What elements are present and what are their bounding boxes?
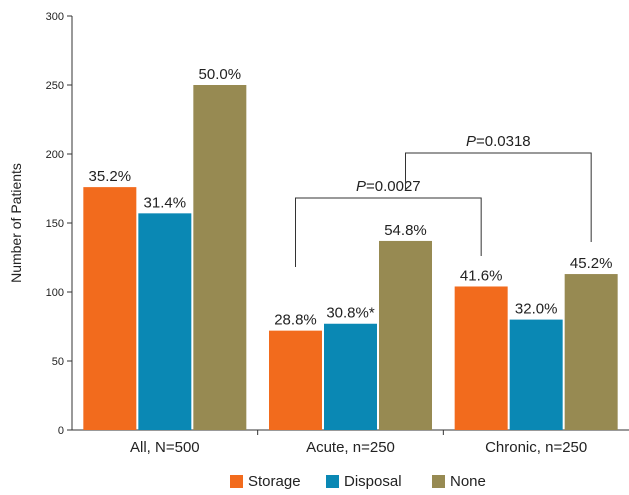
p-value-label: P=0.0318: [466, 133, 531, 150]
p-value-symbol: P: [356, 178, 366, 195]
legend-label: None: [450, 473, 486, 490]
p-value-number: =0.0318: [476, 133, 531, 150]
bar-storage: [454, 286, 508, 430]
bars: [83, 85, 618, 430]
bar-disposal: [509, 319, 563, 430]
data-label: 35.2%: [89, 168, 132, 185]
p-value-number: =0.0027: [366, 178, 421, 195]
y-tick-label: 150: [46, 218, 64, 230]
y-tick-label: 250: [46, 80, 64, 92]
x-category-label: Chronic, n=250: [485, 439, 587, 456]
data-label: 32.0%: [515, 301, 558, 318]
y-tick-label: 200: [46, 149, 64, 161]
significance-bracket: [405, 152, 592, 242]
y-axis-label: Number of Patients: [8, 163, 24, 283]
significance-bracket: [295, 197, 482, 267]
y-tick-label: 50: [52, 356, 64, 368]
bar-storage: [269, 330, 322, 430]
y-tick-label: 0: [58, 425, 64, 437]
y-tick-label: 300: [46, 11, 64, 23]
data-label: 54.8%: [384, 222, 427, 239]
legend: Storage Disposal None: [230, 473, 486, 490]
p-value-symbol: P: [466, 133, 476, 150]
bar-none: [193, 85, 247, 430]
data-label: 50.0%: [199, 66, 242, 83]
bar-disposal: [138, 213, 192, 430]
bar-storage: [83, 187, 137, 430]
legend-label: Disposal: [344, 473, 402, 490]
bar-disposal: [324, 323, 377, 430]
p-value-label: P=0.0027: [356, 178, 421, 195]
data-label: 45.2%: [570, 255, 613, 272]
legend-swatch-storage: [230, 475, 243, 488]
data-labels: 35.2% 28.8% 41.6% 31.4% 30.8%* 32.0% 50.0% 54.8…: [89, 66, 613, 329]
legend-label: Storage: [248, 473, 301, 490]
legend-swatch-disposal: [326, 475, 339, 488]
bar-none: [564, 274, 618, 430]
x-category-label: Acute, n=250: [306, 439, 395, 456]
data-label: 31.4%: [144, 194, 187, 211]
bar-none: [379, 240, 432, 430]
data-label: 41.6%: [460, 267, 503, 284]
data-label: 30.8%*: [326, 305, 375, 322]
y-tick-label: 100: [46, 287, 64, 299]
x-category-label: All, N=500: [130, 439, 200, 456]
data-label: 28.8%: [274, 312, 317, 329]
legend-swatch-none: [432, 475, 445, 488]
